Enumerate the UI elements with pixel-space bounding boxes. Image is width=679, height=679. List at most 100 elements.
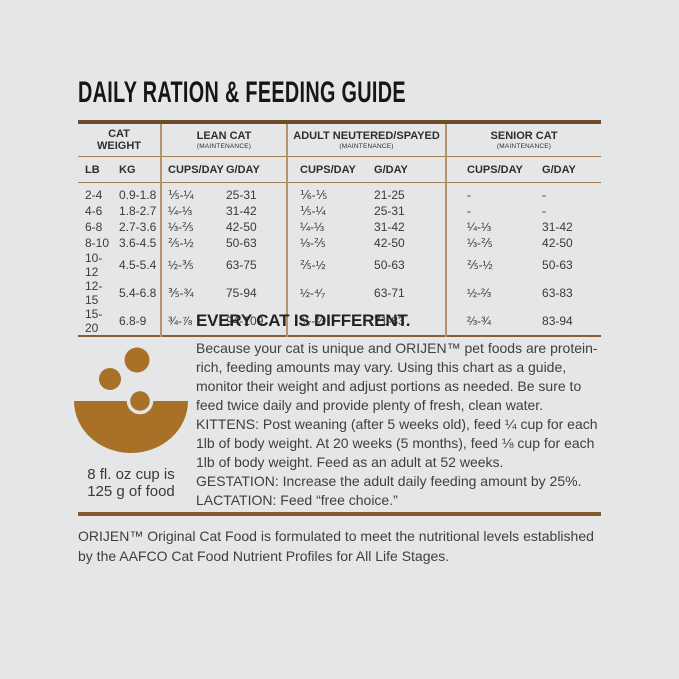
- table-cell: ⅔-¾: [445, 307, 525, 336]
- table-cell: 2-4: [85, 188, 103, 202]
- feeding-table: CAT WEIGHT LEAN CAT (MAINTENANCE) ADULT …: [78, 120, 602, 337]
- table-cell: 1.8-2.7: [119, 204, 157, 218]
- cup-measure-note: 8 fl. oz cup is 125 g of food: [58, 466, 204, 500]
- table-cell: 12-15: [85, 279, 103, 307]
- table-cell: ⅕-¼: [160, 182, 217, 203]
- column-header-g-day: G/DAY: [357, 156, 447, 183]
- col-group-cat-weight: CAT WEIGHT: [78, 122, 161, 157]
- group-subtitle: (MAINTENANCE): [196, 143, 252, 150]
- table-cell: ⅖-½: [286, 251, 358, 279]
- table-row: 10-12 4.5-5.4 ½-⅗ 63-75 ⅖-½ 50-63 ⅖-½ 50…: [78, 251, 601, 279]
- table-cell: ⅓-⅖: [160, 219, 217, 235]
- table-cell: ⅙-⅕: [286, 182, 358, 203]
- table-row: 4-6 1.8-2.7 ¼-⅓ 31-42 ⅕-¼ 25-31 - -: [78, 203, 601, 219]
- info-heading: EVERY CAT IS DIFFERENT.: [196, 311, 411, 330]
- column-header-kg: KG: [114, 156, 161, 183]
- table-cell: ¼-⅓: [445, 219, 525, 235]
- col-group-lean-cat: LEAN CAT (MAINTENANCE): [159, 122, 288, 157]
- table-cell: 31-42: [374, 220, 405, 234]
- col-group-adult-neutered-spayed: ADULT NEUTERED/SPAYED (MAINTENANCE): [286, 122, 447, 157]
- group-title: ADULT NEUTERED/SPAYED: [293, 130, 440, 142]
- group-title: CAT WEIGHT: [97, 128, 141, 152]
- table-cell: 10-12: [85, 251, 103, 279]
- table-cell: 31-42: [542, 220, 573, 234]
- table-cell: 63-71: [374, 286, 405, 300]
- column-header-g-day: G/DAY: [524, 156, 602, 183]
- table-cell: ⅗-¾: [160, 279, 217, 307]
- table-cell: -: [445, 203, 525, 219]
- table-cell: 15-20: [85, 307, 103, 335]
- table-row: 15-20 6.8-9 ¾-⅞ 94-109 ⁴⁄₇-⅔ 71-83 ⅔-¾ 8…: [78, 307, 601, 336]
- table-cell: 63-75: [226, 258, 257, 272]
- table-row: 6-8 2.7-3.6 ⅓-⅖ 42-50 ¼-⅓ 31-42 ¼-⅓ 31-4…: [78, 219, 601, 235]
- group-subtitle: (MAINTENANCE): [496, 143, 552, 150]
- table-cell: ¼-⅓: [286, 219, 358, 235]
- table-cell: -: [542, 204, 547, 218]
- table-cell: 3.6-4.5: [119, 236, 157, 250]
- aafco-statement: ORIJEN™ Original Cat Food is formulated …: [78, 528, 594, 564]
- table-cell: ½-⅔: [445, 279, 525, 307]
- column-header-cups-day: CUPS/DAY: [445, 156, 525, 183]
- column-header-cups-day: CUPS/DAY: [160, 156, 224, 183]
- cup-note-line2: 125 g of food: [87, 483, 175, 500]
- table-cell: ½-⅗: [160, 251, 217, 279]
- group-title: LEAN CAT: [196, 130, 252, 142]
- table-cell: 50-63: [542, 258, 573, 272]
- group-title: SENIOR CAT: [490, 130, 558, 142]
- kittens-note: KITTENS: Post weaning (after 5 weeks old…: [196, 416, 598, 470]
- table-cell: 31-42: [226, 204, 257, 218]
- table-cell: 63-83: [542, 286, 573, 300]
- page-title: DAILY RATION & FEEDING GUIDE: [78, 76, 406, 109]
- lactation-note: LACTATION: Feed “free choice.”: [196, 492, 398, 508]
- table-cell: -: [542, 188, 547, 202]
- table-body: 2-4 0.9-1.8 ⅕-¼ 25-31 ⅙-⅕ 21-25 - - 4-6 …: [78, 182, 601, 336]
- table-cell: 50-63: [374, 258, 405, 272]
- table-cell: 50-63: [226, 236, 257, 250]
- table-cell: ¾-⅞: [160, 307, 217, 336]
- table-cell: 5.4-6.8: [119, 286, 157, 300]
- table-cell: 71-83: [374, 314, 405, 328]
- table-cell: 42-50: [374, 236, 405, 250]
- table-cell: ⅕-¼: [286, 203, 358, 219]
- table-cell: 2.7-3.6: [119, 220, 157, 234]
- food-bowl-icon: [74, 347, 188, 453]
- table-subheader-row: LB KG CUPS/DAY G/DAY CUPS/DAY G/DAY CUPS…: [78, 156, 602, 183]
- table-cell: ⁴⁄₇-⅔: [286, 307, 358, 336]
- table-cell: 8-10: [85, 236, 110, 250]
- table-row: 8-10 3.6-4.5 ⅖-½ 50-63 ⅓-⅖ 42-50 ⅓-⅖ 42-…: [78, 235, 601, 251]
- table-row: 2-4 0.9-1.8 ⅕-¼ 25-31 ⅙-⅕ 21-25 - -: [78, 182, 601, 203]
- table-cell: ⅓-⅖: [445, 235, 525, 251]
- section-divider: [78, 512, 601, 516]
- column-header-g-day: G/DAY: [217, 156, 288, 183]
- table-cell: ¼-⅓: [160, 203, 217, 219]
- table-cell: ⅓-⅖: [286, 235, 358, 251]
- info-paragraph: Because your cat is unique and ORIJEN™ p…: [196, 340, 598, 413]
- table-group-header-row: CAT WEIGHT LEAN CAT (MAINTENANCE) ADULT …: [78, 122, 602, 157]
- table-cell: 4.5-5.4: [119, 258, 157, 272]
- table-cell: ⅖-½: [445, 251, 525, 279]
- table-cell: 0.9-1.8: [119, 188, 157, 202]
- col-group-senior-cat: SENIOR CAT (MAINTENANCE): [445, 122, 602, 157]
- cup-note-line1: 8 fl. oz cup is: [87, 466, 175, 483]
- table-row: 12-15 5.4-6.8 ⅗-¾ 75-94 ½-⁴⁄₇ 63-71 ½-⅔ …: [78, 279, 601, 307]
- table-cell: -: [445, 182, 525, 203]
- column-header-lb: LB: [78, 156, 114, 183]
- info-block: EVERY CAT IS DIFFERENT. Because your cat…: [196, 311, 610, 510]
- table-cell: 42-50: [542, 236, 573, 250]
- table-cell: 94-109: [226, 314, 264, 328]
- table-cell: 6-8: [85, 220, 103, 234]
- table-cell: 42-50: [226, 220, 257, 234]
- table-cell: 25-31: [374, 204, 405, 218]
- table-cell: 75-94: [226, 286, 257, 300]
- table-cell: 6.8-9: [119, 314, 147, 328]
- column-header-cups-day: CUPS/DAY: [286, 156, 358, 183]
- table-cell: ⅖-½: [160, 235, 217, 251]
- table-cell: 4-6: [85, 204, 103, 218]
- gestation-note: GESTATION: Increase the adult daily feed…: [196, 473, 582, 489]
- table-cell: 83-94: [542, 314, 573, 328]
- group-subtitle: (MAINTENANCE): [339, 143, 394, 150]
- table-cell: 21-25: [374, 188, 405, 202]
- table-cell: ½-⁴⁄₇: [286, 279, 358, 307]
- table-cell: 25-31: [226, 188, 257, 202]
